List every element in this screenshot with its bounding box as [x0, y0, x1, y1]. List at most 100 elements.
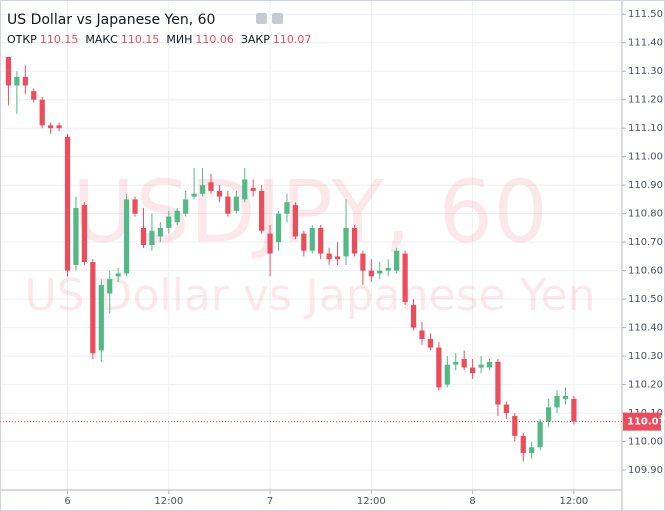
- candle-body: [275, 213, 282, 243]
- y-tick-label: 110.70: [628, 237, 663, 248]
- chart-title: US Dollar vs Japanese Yen, 60: [7, 12, 215, 28]
- candle-body: [157, 227, 163, 237]
- candle-body: [115, 273, 121, 277]
- candle-body: [377, 270, 383, 274]
- candle-body: [554, 395, 560, 408]
- candle-body: [107, 279, 113, 294]
- candle-body: [334, 256, 341, 260]
- ohlc-header: ОТКР 110.15 МАКС 110.15 МИН 110.06 ЗАКР 110.07: [7, 33, 311, 46]
- candle-body: [191, 193, 197, 197]
- y-tick-label: 110.20: [628, 380, 663, 391]
- settings-icon[interactable]: [272, 13, 283, 24]
- candle-body: [174, 210, 180, 223]
- candle-body: [402, 253, 408, 302]
- y-tick-label: 110.00: [628, 437, 663, 448]
- watermark: US Dollar vs Japanese Yen: [24, 270, 595, 321]
- y-tick-label: 110.40: [628, 323, 663, 334]
- candle-body: [351, 227, 358, 254]
- candle-body: [309, 227, 315, 251]
- candle-body: [343, 227, 349, 257]
- candle-body: [166, 216, 172, 228]
- x-tick-label: 12:00: [559, 496, 588, 507]
- candle-body: [225, 196, 231, 214]
- candle-body: [292, 205, 299, 237]
- grid: [0, 0, 622, 490]
- x-tick-label: 8: [469, 496, 475, 507]
- ohlc-label: ЗАКР: [241, 33, 270, 46]
- y-tick-label: 111.40: [628, 38, 663, 49]
- y-tick-label: 111.20: [628, 95, 663, 106]
- candle-body: [183, 199, 189, 214]
- ohlc-value: 110.07: [273, 33, 312, 46]
- candle-body: [512, 415, 518, 436]
- ohlc-label: МИН: [166, 33, 192, 46]
- candle-body: [495, 361, 501, 405]
- y-tick-label: 111.30: [628, 66, 663, 77]
- candle-body: [5, 56, 12, 86]
- candle-body: [22, 76, 28, 86]
- candle-body: [242, 179, 248, 200]
- candle-body: [48, 125, 54, 129]
- last-price-tag: [623, 412, 661, 431]
- candle-body: [250, 188, 256, 191]
- candle-body: [520, 435, 526, 453]
- x-tick-label: 12:00: [357, 496, 386, 507]
- candle-body: [233, 196, 239, 211]
- candle-body: [394, 250, 400, 271]
- candle-body: [427, 339, 434, 348]
- candle-body: [301, 233, 307, 251]
- candle-body: [14, 76, 20, 86]
- x-tick-label: 12:00: [154, 496, 183, 507]
- candle-body: [216, 190, 223, 197]
- candle-body: [529, 447, 535, 453]
- ohlc-label: ОТКР: [7, 33, 37, 46]
- candle-body: [545, 407, 552, 422]
- candle-body: [56, 125, 62, 129]
- candle-body: [461, 358, 467, 368]
- ohlc-label: МАКС: [85, 33, 118, 46]
- candle-body: [267, 233, 273, 254]
- candle-body: [562, 395, 569, 399]
- y-tick-label: 111.00: [628, 152, 663, 163]
- y-tick-label: 110.30: [628, 351, 663, 362]
- candle-body: [90, 262, 96, 354]
- candle-body: [39, 99, 45, 126]
- candle-body: [98, 284, 104, 351]
- candle-body: [123, 199, 130, 274]
- candle-body: [259, 190, 265, 231]
- candle-body: [478, 364, 484, 368]
- candle-body: [385, 267, 391, 271]
- eye-icon[interactable]: [256, 13, 267, 24]
- candle-body: [436, 347, 442, 388]
- y-tick-label: 110.90: [628, 180, 663, 191]
- y-tick-label: 111.50: [628, 9, 663, 20]
- candle-body: [571, 398, 577, 422]
- candle-body: [537, 421, 543, 448]
- y-tick-label: 109.90: [628, 465, 663, 476]
- candle-body: [81, 205, 88, 263]
- ohlc-value: 110.06: [195, 33, 234, 46]
- ohlc-value: 110.15: [40, 33, 79, 46]
- y-tick-label: 111.10: [628, 123, 663, 134]
- candle-body: [140, 227, 147, 245]
- ohlc-value: 110.15: [121, 33, 160, 46]
- candle-body: [31, 91, 37, 100]
- candle-body: [368, 270, 374, 277]
- candle-body: [132, 199, 138, 214]
- x-tick-label: 7: [267, 496, 273, 507]
- y-tick-label: 110.50: [628, 294, 663, 305]
- candle-body: [503, 404, 509, 414]
- candle-body: [199, 185, 206, 194]
- candle-body: [453, 361, 459, 365]
- last-price-label: 110.07: [627, 417, 665, 428]
- candle-body: [326, 253, 332, 260]
- candle-body: [410, 304, 417, 328]
- candle-body: [284, 202, 290, 214]
- candles: [5, 56, 577, 462]
- y-tick-label: 110.60: [628, 266, 663, 277]
- candle-body: [208, 182, 214, 191]
- candle-body: [73, 207, 79, 265]
- candle-body: [318, 227, 324, 254]
